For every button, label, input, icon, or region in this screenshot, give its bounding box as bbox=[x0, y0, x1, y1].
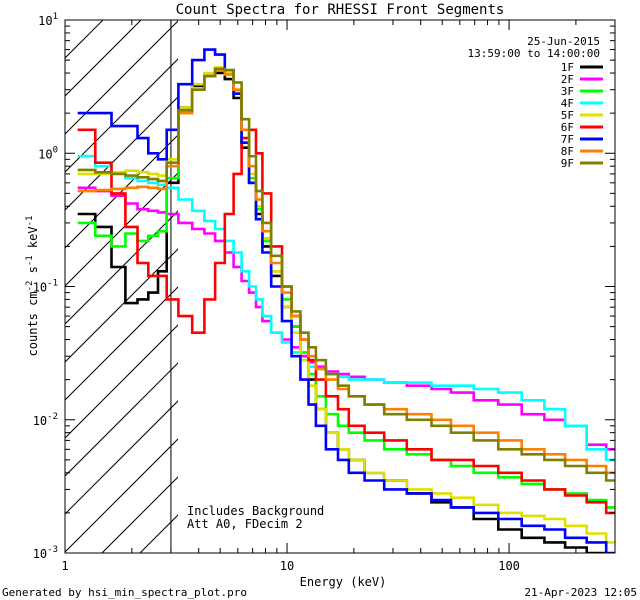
y-tick-label: 10-1 bbox=[33, 279, 58, 295]
series-3F-line bbox=[77, 67, 615, 509]
legend-label-9F: 9F bbox=[561, 157, 574, 170]
y-tick-label: 101 bbox=[38, 12, 58, 28]
y-tick-labels: 10-3 10-2 10-1 100 101 bbox=[33, 12, 58, 561]
chart-title: Count Spectra for RHESSI Front Segments bbox=[176, 2, 505, 18]
legend-label-3F: 3F bbox=[561, 85, 574, 98]
y-tick-label: 100 bbox=[38, 145, 58, 161]
legend-label-2F: 2F bbox=[561, 73, 574, 86]
footer-timestamp: 21-Apr-2023 12:05 bbox=[524, 586, 637, 599]
legend-label-5F: 5F bbox=[561, 109, 574, 122]
y-axis-label: counts cm-2 s-1 keV-1 bbox=[25, 216, 40, 357]
axis-ticks bbox=[64, 19, 616, 554]
series-4F-line bbox=[77, 154, 615, 462]
date-label: 25-Jun-2015 bbox=[527, 35, 600, 48]
annotation-attenuator: Att A0, FDecim 2 bbox=[187, 517, 303, 531]
series-7F-line bbox=[77, 48, 615, 553]
x-tick-label: 100 bbox=[498, 559, 520, 573]
legend-label-7F: 7F bbox=[561, 133, 574, 146]
y-tick-label: 10-2 bbox=[33, 412, 58, 428]
y-tick-label: 10-3 bbox=[33, 545, 58, 561]
excluded-energy-hatch bbox=[65, 20, 178, 553]
series-2F-line bbox=[77, 186, 615, 451]
series-8F-line bbox=[77, 68, 615, 475]
x-tick-label: 10 bbox=[280, 559, 294, 573]
legend-label-6F: 6F bbox=[561, 121, 574, 134]
annotation-background: Includes Background bbox=[187, 504, 324, 518]
x-axis-label: Energy (keV) bbox=[300, 575, 387, 589]
legend-label-8F: 8F bbox=[561, 145, 574, 158]
footer-generator: Generated by hsi_min_spectra_plot.pro bbox=[2, 586, 247, 599]
x-tick-label: 1 bbox=[61, 559, 68, 573]
series-group bbox=[77, 48, 615, 553]
legend-label-1F: 1F bbox=[561, 61, 574, 74]
x-tick-labels: 1 10 100 bbox=[61, 559, 520, 573]
legend-label-4F: 4F bbox=[561, 97, 574, 110]
series-9F-line bbox=[77, 67, 615, 482]
time-range-label: 13:59:00 to 14:00:00 bbox=[468, 47, 600, 60]
